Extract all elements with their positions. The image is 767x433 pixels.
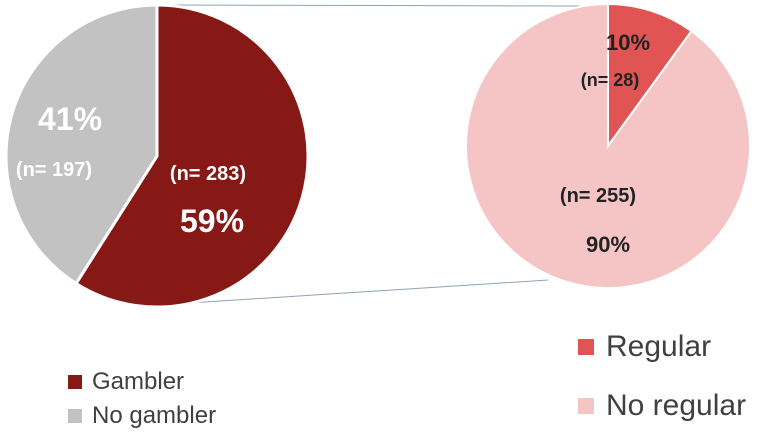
main-pie: (n= 283) 59% 41% (n= 197) (4, 3, 310, 309)
secondary-pie: 10% (n= 28) (n= 255) 90% (465, 2, 751, 289)
connector-lines (142, 4, 581, 307)
pie-slice-gambler (74, 3, 310, 309)
legend-item-regular: Regular (578, 330, 711, 364)
legend-item-no-regular: No regular (578, 389, 746, 423)
legend-swatch-no-regular (578, 398, 594, 414)
legend-item-gambler: Gambler (68, 368, 184, 396)
legend-label-no-regular: No regular (606, 389, 747, 422)
pie-slice-no-regular (465, 2, 751, 289)
count-label-regular: (n= 28) (581, 70, 640, 90)
pct-label-regular: 10% (606, 30, 650, 55)
count-label-no-gambler: (n= 197) (16, 159, 92, 181)
pct-label-no-regular: 90% (586, 232, 630, 257)
pct-label-no-gambler: 41% (38, 101, 102, 137)
pie-slice-no-gambler (4, 3, 159, 286)
legend-label-no-gambler: No gambler (92, 402, 217, 429)
legend-label-gambler: Gambler (92, 368, 185, 395)
legend-swatch-gambler (68, 375, 82, 389)
legend-item-no-gambler: No gambler (68, 402, 216, 430)
connector-line-top (156, 4, 581, 7)
connector-line-bottom (142, 279, 549, 307)
pct-label-gambler: 59% (180, 203, 244, 239)
legend-label-regular: Regular (606, 330, 712, 363)
count-label-gambler: (n= 283) (170, 163, 246, 185)
legend-swatch-no-gambler (68, 409, 82, 423)
pie-slice-regular (607, 2, 693, 150)
count-label-no-regular: (n= 255) (560, 185, 636, 207)
legend-swatch-regular (578, 339, 594, 355)
